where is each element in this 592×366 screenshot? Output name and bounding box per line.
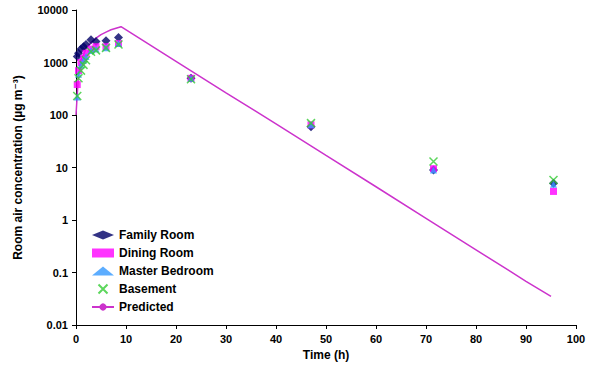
svg-text:0.01: 0.01 bbox=[47, 319, 68, 331]
svg-text:Dining Room: Dining Room bbox=[119, 246, 194, 260]
svg-text:20: 20 bbox=[170, 333, 182, 345]
svg-text:100: 100 bbox=[567, 333, 585, 345]
svg-text:10: 10 bbox=[120, 333, 132, 345]
svg-text:50: 50 bbox=[320, 333, 332, 345]
svg-text:10: 10 bbox=[56, 162, 68, 174]
svg-text:Basement: Basement bbox=[119, 282, 176, 296]
svg-text:1: 1 bbox=[62, 214, 68, 226]
svg-text:40: 40 bbox=[270, 333, 282, 345]
svg-text:30: 30 bbox=[220, 333, 232, 345]
svg-text:Time (h): Time (h) bbox=[303, 348, 349, 362]
svg-text:Predicted: Predicted bbox=[119, 300, 174, 314]
svg-text:90: 90 bbox=[520, 333, 532, 345]
svg-text:Room air concentration (µg m⁻³: Room air concentration (µg m⁻³) bbox=[11, 75, 25, 260]
svg-text:Master Bedroom: Master Bedroom bbox=[119, 264, 214, 278]
svg-text:0.1: 0.1 bbox=[53, 267, 68, 279]
svg-text:10000: 10000 bbox=[37, 4, 68, 16]
svg-text:0: 0 bbox=[73, 333, 79, 345]
svg-text:70: 70 bbox=[420, 333, 432, 345]
svg-text:100: 100 bbox=[50, 109, 68, 121]
svg-text:60: 60 bbox=[370, 333, 382, 345]
svg-text:80: 80 bbox=[470, 333, 482, 345]
svg-text:Family Room: Family Room bbox=[119, 228, 194, 242]
svg-text:1000: 1000 bbox=[44, 57, 68, 69]
